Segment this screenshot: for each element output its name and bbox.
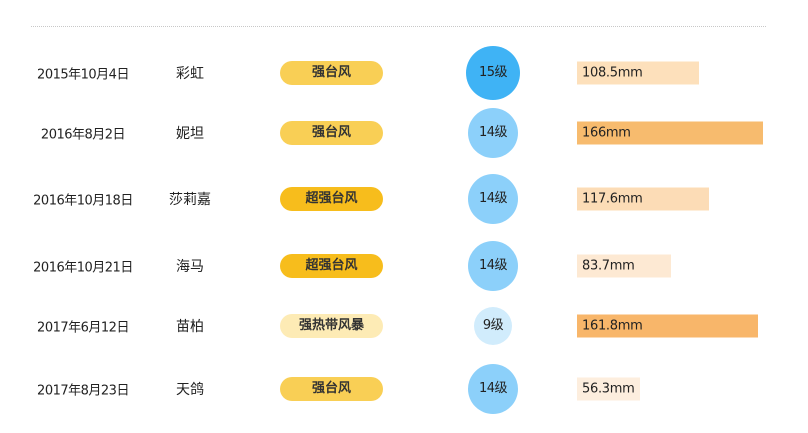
table-row: 2016年10月18日 莎莉嘉 超强台风 14级 117.6mm (0, 169, 808, 229)
category-badge: 强热带风暴 (280, 314, 383, 338)
category-badge: 超强台风 (280, 254, 383, 278)
rainfall-bar: 117.6mm (577, 187, 709, 211)
rainfall-bar: 56.3mm (577, 377, 641, 401)
wind-level-circle: 15级 (466, 46, 520, 100)
table-row: 2016年10月21日 海马 超强台风 14级 83.7mm (0, 236, 808, 296)
table-row: 2015年10月4日 彩虹 强台风 15级 108.5mm (0, 43, 808, 103)
table-row: 2016年8月2日 妮坦 强台风 14级 166mm (0, 103, 808, 163)
typhoon-name: 苗柏 (176, 319, 204, 335)
category-badge: 超强台风 (280, 187, 383, 211)
rainfall-bar: 108.5mm (577, 61, 699, 85)
category-badge: 强台风 (280, 61, 383, 85)
typhoon-name: 莎莉嘉 (169, 192, 211, 208)
typhoon-name: 天鸽 (176, 382, 204, 398)
wind-level-circle: 9级 (474, 307, 512, 345)
table-row: 2017年8月23日 天鸽 强台风 14级 56.3mm (0, 359, 808, 419)
typhoon-name: 彩虹 (176, 66, 204, 82)
date-cell: 2015年10月4日 (37, 67, 129, 83)
wind-level-circle: 14级 (468, 108, 518, 158)
table-row: 2017年6月12日 苗柏 强热带风暴 9级 161.8mm (0, 296, 808, 356)
wind-level-circle: 14级 (468, 364, 518, 414)
date-cell: 2017年8月23日 (37, 383, 129, 399)
wind-level-circle: 14级 (468, 174, 518, 224)
typhoon-name: 海马 (176, 259, 204, 275)
category-badge: 强台风 (280, 121, 383, 145)
date-cell: 2017年6月12日 (37, 320, 129, 336)
wind-level-circle: 14级 (468, 241, 518, 291)
typhoon-name: 妮坦 (176, 126, 204, 142)
dotted-divider (31, 26, 766, 27)
category-badge: 强台风 (280, 377, 383, 401)
rainfall-bar: 166mm (577, 121, 763, 145)
rainfall-bar: 161.8mm (577, 314, 759, 338)
date-cell: 2016年10月21日 (33, 260, 133, 276)
date-cell: 2016年8月2日 (40, 127, 126, 143)
rainfall-bar: 83.7mm (577, 254, 671, 278)
date-cell: 2016年10月18日 (33, 193, 133, 209)
